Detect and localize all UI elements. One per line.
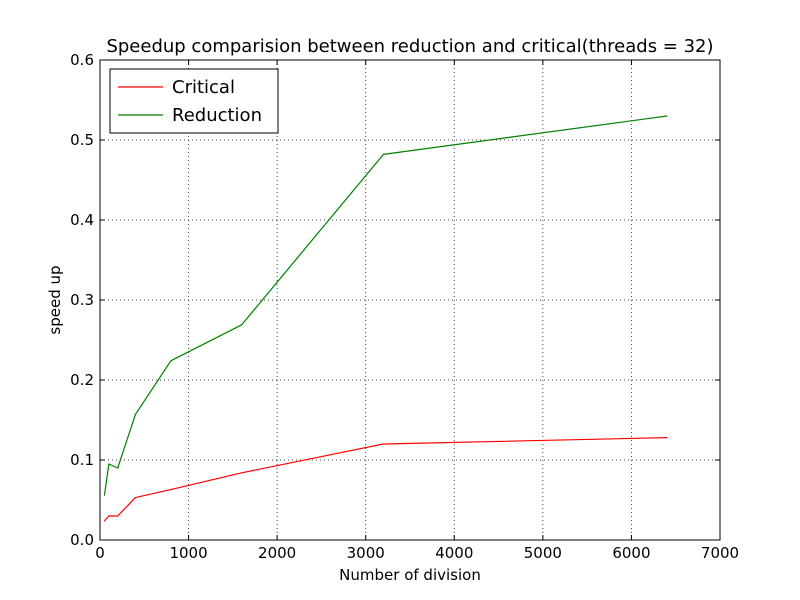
y-tick-label: 0.4	[70, 211, 94, 229]
data-point-critical	[382, 443, 385, 445]
data-point-reduction	[382, 153, 385, 155]
x-tick-label: 7000	[701, 544, 739, 562]
series-line-reduction	[103, 115, 667, 496]
x-axis-label: Number of division	[339, 566, 481, 584]
data-point-reduction	[108, 463, 110, 465]
data-point-critical	[134, 497, 137, 499]
data-point-reduction	[666, 115, 668, 117]
axis-tick-labels: 0 1000 2000 3000 4000 5000 6000 7000 0.0 0.1 0.2 0.…	[70, 51, 739, 562]
data-point-critical	[103, 520, 106, 522]
data-point-critical	[666, 437, 668, 439]
x-tick-label: 4000	[435, 544, 473, 562]
legend-label-reduction: Reduction	[172, 105, 262, 126]
y-tick-label: 0.0	[70, 531, 94, 549]
series-lines	[103, 115, 668, 522]
grid	[100, 60, 720, 540]
chart-title: Speedup comparision between reduction an…	[106, 36, 713, 57]
x-tick-label: 6000	[612, 544, 650, 562]
x-tick-label: 3000	[347, 544, 385, 562]
y-tick-label: 0.3	[70, 291, 94, 309]
axis-ticks	[99, 59, 721, 541]
data-point-reduction	[134, 413, 137, 415]
x-tick-label: 2000	[258, 544, 296, 562]
y-tick-label: 0.1	[70, 451, 94, 469]
data-point-reduction	[103, 494, 106, 496]
x-tick-label: 5000	[524, 544, 562, 562]
data-point-critical	[241, 472, 243, 474]
data-point-reduction	[117, 467, 119, 469]
data-point-critical	[117, 515, 119, 517]
y-tick-label: 0.2	[70, 371, 94, 389]
legend-box	[109, 68, 279, 134]
x-tick-label: 0	[95, 544, 105, 562]
series-line-critical	[103, 437, 667, 522]
y-tick-label: 0.5	[70, 131, 94, 149]
y-tick-label: 0.6	[70, 51, 94, 69]
data-point-reduction	[170, 360, 172, 362]
data-point-critical	[170, 489, 172, 491]
legend: Critical Reduction	[109, 68, 279, 134]
data-point-reduction	[241, 324, 243, 326]
y-axis-label: speed up	[46, 265, 64, 334]
x-tick-label: 1000	[169, 544, 207, 562]
legend-label-critical: Critical	[172, 77, 235, 98]
data-point-critical	[108, 515, 110, 517]
